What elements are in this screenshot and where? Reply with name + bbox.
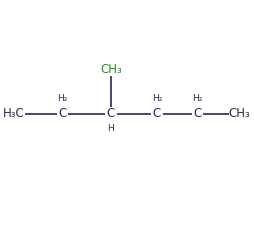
Text: H₂: H₂ xyxy=(151,94,161,103)
Text: CH₃: CH₃ xyxy=(228,107,250,120)
Text: C: C xyxy=(106,107,115,120)
Text: C: C xyxy=(193,107,201,120)
Text: H₃C: H₃C xyxy=(3,107,25,120)
Text: C: C xyxy=(152,107,160,120)
Text: C: C xyxy=(58,107,66,120)
Text: H: H xyxy=(107,124,114,133)
Text: H₂: H₂ xyxy=(192,94,202,103)
Text: CH₃: CH₃ xyxy=(100,63,121,76)
Text: H₂: H₂ xyxy=(57,94,67,103)
